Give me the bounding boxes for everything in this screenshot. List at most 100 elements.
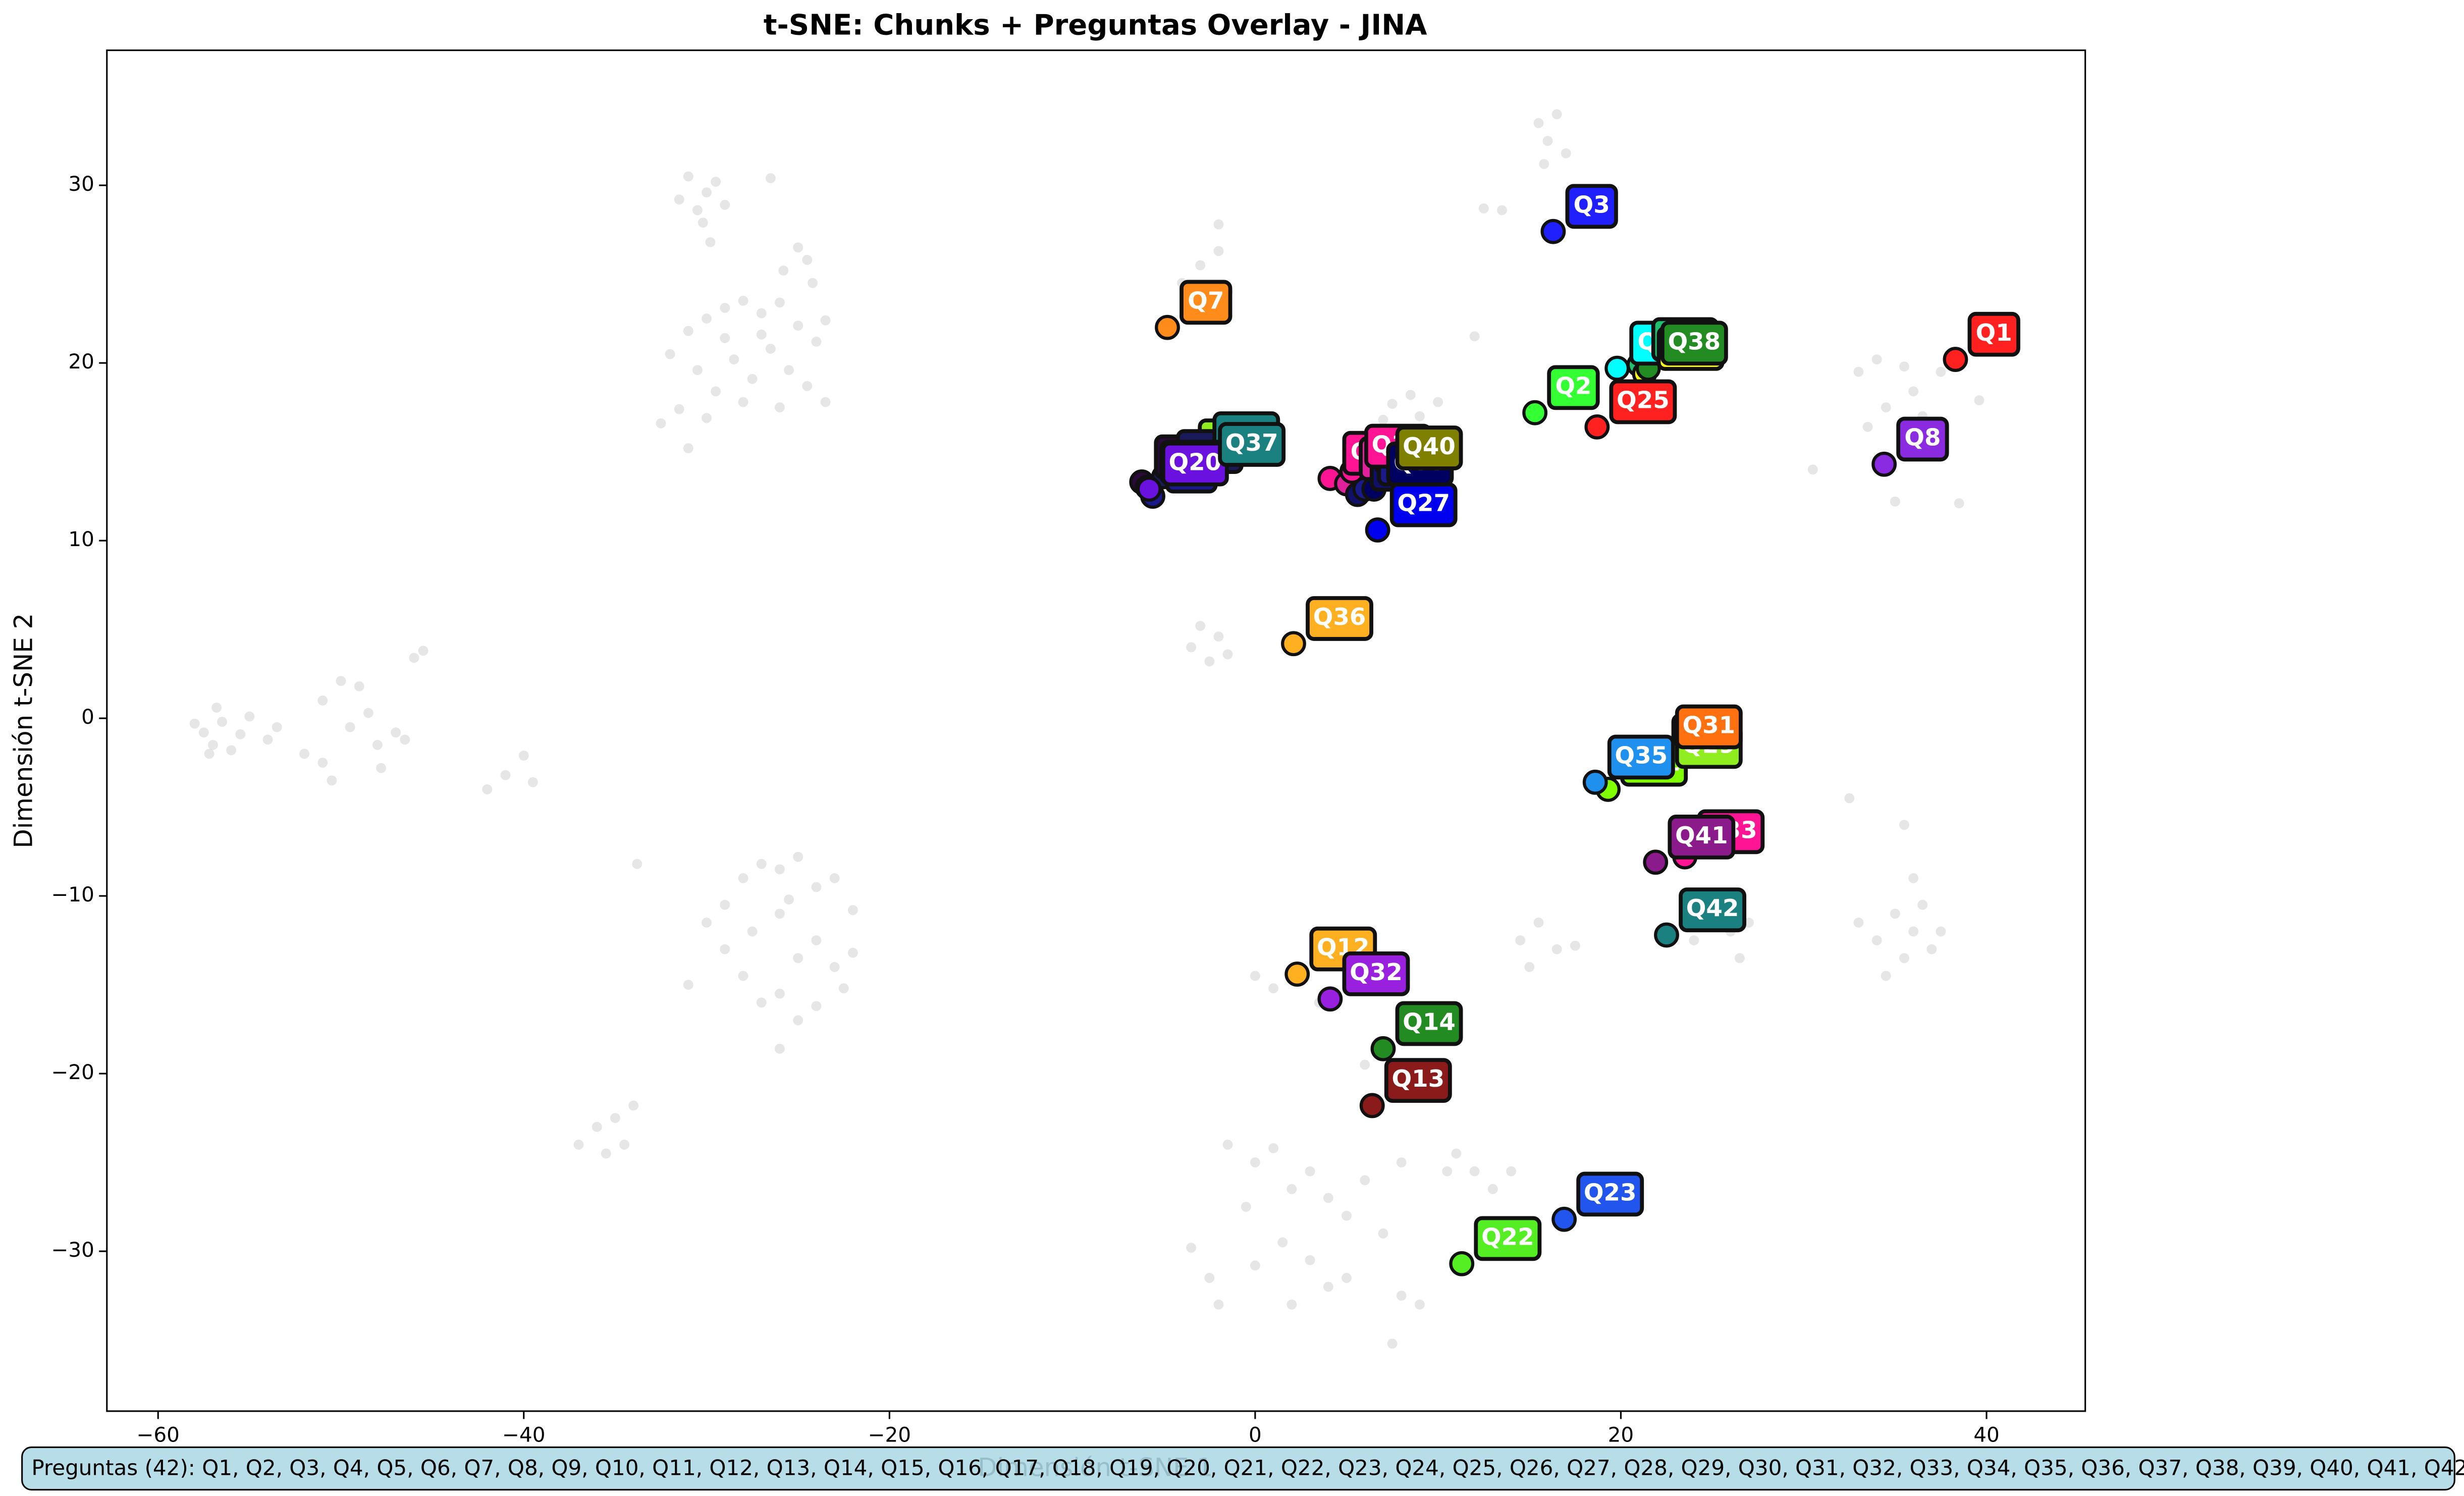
chunk-point: [272, 722, 282, 732]
chunk-point: [1899, 953, 1909, 964]
chunk-point: [1551, 944, 1562, 954]
x-tick-label: 0: [1249, 1423, 1262, 1447]
chunk-point: [765, 344, 776, 354]
chunk-point: [811, 1001, 822, 1011]
chunk-point: [1268, 983, 1279, 994]
chunk-point: [683, 171, 693, 182]
question-point: [1604, 355, 1630, 381]
chunk-point: [1936, 366, 1946, 377]
chunk-point: [573, 1139, 584, 1150]
chunk-point: [747, 373, 758, 384]
chunk-point: [235, 729, 246, 739]
chunk-point: [592, 1121, 602, 1132]
question-point: [1155, 314, 1180, 340]
x-tick-label: −40: [502, 1423, 545, 1447]
y-tick-label: 10: [68, 527, 94, 551]
chunk-point: [1881, 971, 1891, 981]
chunk-point: [317, 695, 328, 706]
chunk-point: [1524, 961, 1535, 972]
chunk-point: [1871, 935, 1882, 946]
chunk-point: [1323, 1193, 1333, 1203]
chunk-point: [1908, 926, 1919, 937]
chunk-point: [1241, 1202, 1251, 1212]
y-axis-label: Dimensión t-SNE 2: [9, 613, 38, 848]
chunk-point: [207, 739, 218, 750]
question-point: [1449, 1251, 1475, 1276]
chunk-point: [1890, 909, 1900, 919]
question-point: [1943, 347, 1968, 372]
question-label: Q20: [1168, 449, 1221, 476]
question-label-box: [1679, 887, 1746, 933]
chunk-point: [720, 333, 730, 343]
question-label-box: [1474, 1216, 1542, 1261]
chunk-point: [674, 404, 684, 414]
chunk-point: [527, 777, 538, 787]
question-point: [1584, 414, 1610, 440]
chunk-point: [774, 297, 785, 308]
chunk-point: [1378, 1228, 1388, 1239]
chunk-point: [683, 980, 693, 990]
question-label: Q22: [1481, 1223, 1534, 1251]
chunk-point: [619, 1139, 629, 1150]
x-tick-label: −60: [137, 1423, 180, 1447]
question-label-box: [1395, 425, 1463, 470]
chunk-point: [226, 745, 237, 756]
chunk-point: [1561, 148, 1571, 158]
chunk-point: [1478, 203, 1489, 213]
chunk-point: [1287, 1184, 1297, 1194]
question-label-box: [1668, 815, 1736, 860]
chunk-point: [211, 703, 222, 713]
chunk-point: [299, 749, 309, 759]
chunk-point: [1268, 1143, 1279, 1153]
chunk-point: [720, 199, 730, 210]
chunk-point: [1204, 656, 1215, 667]
chunk-point: [632, 859, 642, 869]
chunk-point: [1469, 331, 1480, 342]
question-label: Q14: [1403, 1008, 1456, 1036]
question-label: Q42: [1686, 895, 1739, 922]
chunk-point: [702, 413, 712, 423]
chunk-point: [1414, 411, 1425, 421]
chunk-point: [1213, 1299, 1224, 1310]
chunk-point: [601, 1148, 611, 1159]
chunk-point: [784, 894, 794, 905]
chunk-point: [1433, 397, 1443, 407]
question-label-box: [1967, 311, 2020, 357]
chunk-point: [774, 909, 785, 919]
chunk-point: [811, 336, 822, 347]
chunk-point: [702, 187, 712, 198]
chunk-point: [1195, 621, 1206, 631]
question-point: [1359, 1093, 1385, 1118]
chunk-point: [204, 749, 215, 759]
chunk-point: [376, 763, 387, 773]
y-tick-label: 20: [68, 349, 94, 373]
chunk-point: [1222, 649, 1233, 660]
chunk-point: [811, 882, 822, 892]
y-tick-label: 0: [81, 705, 94, 729]
chunk-point: [811, 935, 822, 946]
chunk-point: [1305, 1166, 1315, 1177]
chunk-point: [829, 961, 840, 972]
x-tick-label: −20: [868, 1423, 911, 1447]
chunk-point: [793, 320, 804, 331]
chunk-point: [1387, 1339, 1398, 1349]
chunk-point: [1539, 158, 1549, 169]
question-label: Q31: [1682, 712, 1735, 739]
chunk-point: [1899, 820, 1909, 830]
chunk-point: [1387, 399, 1398, 409]
question-label: Q35: [1615, 742, 1668, 770]
chunk-point: [198, 727, 209, 738]
chunk-point: [778, 265, 789, 276]
chunk-point: [1222, 1139, 1233, 1150]
chunk-point: [698, 218, 708, 228]
chunk-point: [1250, 1260, 1260, 1271]
chunk-point: [1442, 1166, 1453, 1177]
chart-title: t-SNE: Chunks + Preguntas Overlay - JINA: [764, 9, 1427, 42]
question-label-box: [1395, 1001, 1463, 1046]
chunk-point: [189, 718, 200, 729]
chunk-point: [628, 1100, 639, 1111]
chunk-point: [1195, 260, 1206, 271]
chunk-point: [482, 784, 493, 794]
chunk-point: [1844, 793, 1855, 804]
